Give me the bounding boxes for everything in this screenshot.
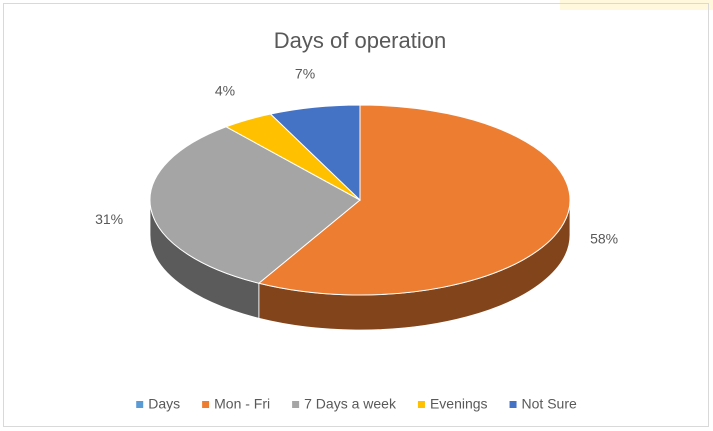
legend-swatch bbox=[509, 401, 517, 408]
pie-slice bbox=[257, 104, 571, 296]
data-label: 4% bbox=[215, 82, 235, 98]
legend-swatch bbox=[202, 401, 210, 408]
legend-label: Mon - Fri bbox=[214, 396, 270, 412]
highlight-strip bbox=[560, 0, 713, 10]
legend-item: Mon - Fri bbox=[202, 396, 270, 412]
legend-label: Not Sure bbox=[522, 396, 577, 412]
data-label: 58% bbox=[590, 231, 618, 247]
legend-item: Evenings bbox=[417, 396, 488, 412]
legend-swatch bbox=[417, 401, 425, 408]
data-label: 31% bbox=[95, 211, 123, 227]
pie-slice bbox=[269, 104, 361, 202]
pie-slice bbox=[149, 126, 361, 284]
legend-swatch bbox=[292, 401, 300, 408]
chart-title: Days of operation bbox=[274, 28, 446, 53]
legend-label: 7 Days a week bbox=[304, 396, 397, 412]
chart-border bbox=[3, 3, 709, 427]
legend: Days Mon - Fri 7 Days a week Evenings Not Su… bbox=[136, 396, 577, 412]
legend-item: Days bbox=[136, 396, 180, 412]
data-labels: 58% 31% 4% 7% bbox=[95, 66, 618, 247]
data-label: 7% bbox=[295, 66, 315, 82]
legend-item: 7 Days a week bbox=[292, 396, 397, 412]
legend-item: Not Sure bbox=[509, 396, 577, 412]
legend-label: Days bbox=[148, 396, 180, 412]
legend-label: Evenings bbox=[430, 396, 488, 412]
pie-tops bbox=[149, 104, 571, 296]
legend-swatch bbox=[136, 401, 144, 408]
